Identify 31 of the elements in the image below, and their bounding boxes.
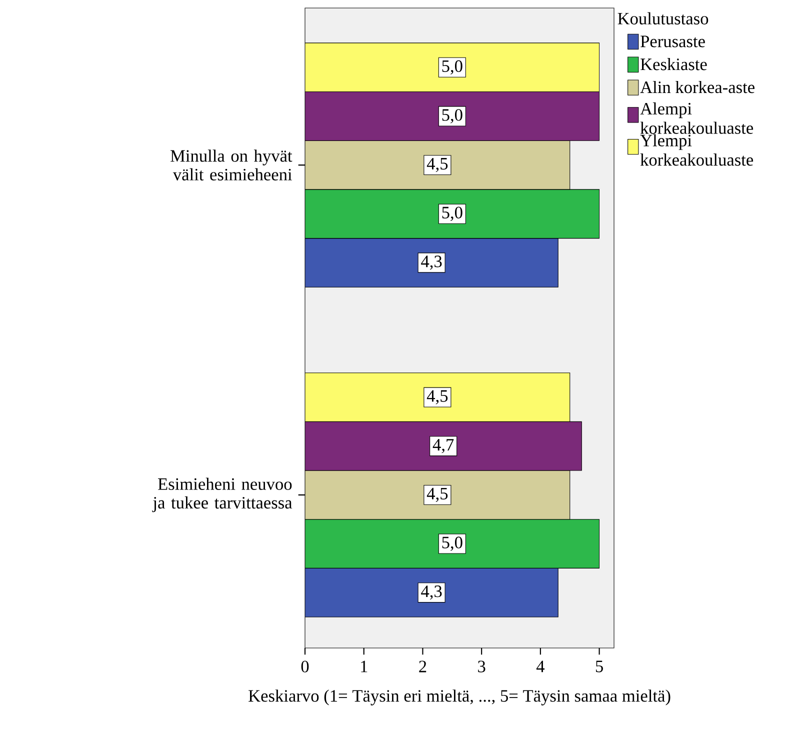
- legend-title: Koulutustaso: [618, 12, 708, 24]
- data-label: 4,5: [426, 390, 448, 404]
- legend-label: Perusaste: [640, 36, 705, 48]
- y-tick-label: Esimieheni neuvoo ja tukee tarvittaessa: [152, 478, 292, 512]
- data-label: 4,7: [432, 439, 454, 454]
- x-tick-label: 3: [478, 660, 486, 672]
- data-label: 4,5: [426, 488, 448, 502]
- x-tick-label: 4: [536, 660, 545, 672]
- data-label: 4,3: [421, 586, 442, 600]
- data-label: 4,5: [426, 158, 448, 172]
- legend-label: Ylempi korkeakouluaste: [640, 134, 754, 166]
- data-label: 5,0: [442, 206, 462, 221]
- data-label: 5,0: [442, 109, 462, 124]
- bar: [305, 372, 570, 422]
- bar: [305, 42, 600, 92]
- data-label: 4,3: [421, 256, 442, 270]
- bar: [305, 140, 570, 190]
- x-tick-label: 2: [419, 660, 426, 672]
- bar: [305, 470, 570, 520]
- x-tick-label: 5: [596, 660, 603, 672]
- legend-label: Alin korkea-aste: [640, 80, 754, 94]
- x-tick-label: 0: [301, 660, 309, 672]
- data-label: 5,0: [442, 536, 462, 551]
- data-label: 5,0: [442, 60, 462, 74]
- bar: [305, 238, 558, 288]
- x-axis-title: Keskiarvo (1= Täysin eri mieltä, ..., 5= Täysin samaa mieltä): [248, 690, 670, 706]
- x-tick-label: 1: [361, 660, 368, 672]
- bar: [305, 568, 558, 618]
- legend-label: Alempi korkeakouluaste: [640, 102, 754, 134]
- legend-label: Keskiaste: [640, 58, 707, 70]
- y-tick-label: Minulla on hyvät välit esimieheeni: [170, 150, 292, 180]
